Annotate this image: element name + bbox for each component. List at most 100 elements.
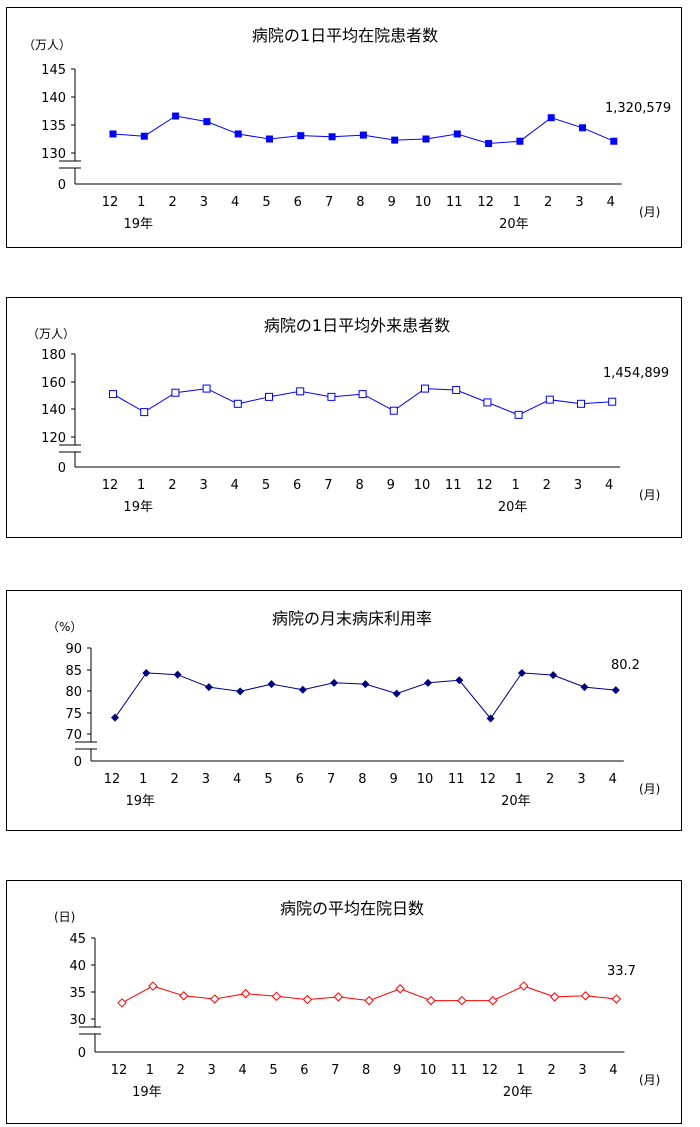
data-point	[171, 388, 180, 397]
x-tick-label: 5	[262, 195, 270, 210]
x-tick-label: 2	[546, 772, 554, 787]
data-point	[392, 689, 401, 698]
data-point	[485, 139, 493, 147]
data-point	[236, 687, 245, 696]
data-point	[488, 995, 498, 1006]
x-tick-label: 11	[448, 772, 465, 787]
x-tick-label: 8	[362, 1063, 370, 1078]
x-tick-label: 9	[387, 478, 395, 493]
data-point	[179, 991, 189, 1001]
data-point	[328, 133, 336, 141]
x-tick-label: 2	[168, 478, 176, 493]
x-tick-label: 4	[605, 478, 613, 493]
x-tick-label: 11	[446, 195, 463, 210]
data-point	[545, 395, 554, 404]
x-tick-label: 10	[420, 1063, 437, 1078]
x-tick-label: 3	[575, 195, 583, 210]
y-tick-label: 75	[65, 707, 82, 722]
x-tick-label: 4	[609, 772, 617, 787]
y-tick-label: 140	[41, 91, 66, 106]
x-tick-label: 10	[414, 478, 431, 493]
data-point	[142, 668, 151, 677]
x-tick-label: 4	[233, 772, 241, 787]
chart-panel-avg-stay: 病院の平均在院日数 (日) 45 40 35 30 0 12 1 2 3 4 5 6 7 8 9 10 11 12 1 2…	[6, 880, 682, 1124]
x-tick-label: 3	[578, 1063, 586, 1078]
data-point	[358, 390, 367, 399]
data-point	[140, 408, 149, 417]
data-point	[109, 130, 117, 138]
x-tick-label: 1	[515, 772, 523, 787]
data-point	[302, 994, 313, 1005]
data-point	[267, 680, 276, 689]
x-unit-label: (月)	[639, 782, 660, 796]
x-tick-label: 12	[111, 1063, 128, 1078]
y-tick-label: 145	[41, 63, 66, 78]
data-point	[233, 399, 242, 408]
x-tick-label: 4	[238, 1063, 246, 1078]
chart-title: 病院の月末病床利用率	[272, 609, 432, 628]
data-point	[109, 390, 117, 399]
x-tick-label: 10	[415, 195, 432, 210]
data-point	[266, 135, 273, 143]
y-tick-label: 85	[65, 664, 82, 679]
data-point	[426, 995, 436, 1006]
x-tick-label: 3	[208, 1063, 216, 1078]
data-point	[457, 995, 467, 1006]
y-tick-label: 180	[41, 348, 66, 363]
x-tick-label: 3	[200, 195, 208, 210]
x-tick-label: 12	[104, 772, 121, 787]
chart-panel-inpatients: 病院の1日平均在院患者数 （万人） 145 140 135 130 0 12 1 2 3 4 5 6 7 8 9…	[6, 7, 682, 248]
x-tick-label: 3	[199, 478, 207, 493]
x-tick-label: 4	[231, 478, 239, 493]
x-tick-label: 7	[327, 772, 335, 787]
data-point	[422, 135, 430, 143]
y-tick-label: 130	[41, 147, 66, 162]
data-point	[203, 118, 211, 126]
data-point	[453, 130, 461, 138]
x-tick-label: 12	[476, 478, 493, 493]
x-tick-label: 1	[517, 1063, 525, 1078]
x-tick-label: 1	[511, 478, 519, 493]
x-unit-label: (月)	[639, 488, 660, 502]
last-value-label: 1,454,899	[603, 366, 669, 381]
y-tick-label: 40	[69, 959, 86, 974]
x-tick-label: 9	[388, 195, 396, 210]
data-point	[327, 392, 336, 401]
x-tick-label: 6	[300, 1063, 308, 1078]
data-point	[549, 992, 560, 1002]
y-tick-label-zero: 0	[58, 461, 66, 476]
data-point	[580, 991, 591, 1001]
y-tick-label: 70	[65, 728, 82, 743]
data-point	[389, 406, 398, 415]
data-point	[359, 131, 367, 139]
year-label: 19年	[132, 1085, 162, 1100]
data-point	[148, 981, 158, 991]
x-tick-label: 2	[544, 195, 552, 210]
data-point	[611, 686, 620, 695]
data-point	[117, 998, 127, 1008]
year-label: 19年	[124, 217, 154, 232]
data-point	[516, 137, 524, 145]
data-point	[240, 988, 251, 999]
x-tick-label: 1	[137, 478, 145, 493]
data-point	[395, 984, 405, 994]
data-point	[424, 678, 432, 687]
x-tick-label: 4	[609, 1063, 617, 1078]
x-tick-label: 9	[390, 772, 398, 787]
y-tick-label: 30	[69, 1013, 86, 1028]
x-tick-label: 2	[177, 1063, 185, 1078]
x-tick-label: 2	[170, 772, 178, 787]
data-point	[610, 137, 618, 145]
x-tick-label: 7	[324, 478, 332, 493]
x-tick-label: 12	[482, 1063, 499, 1078]
x-tick-label: 2	[543, 478, 551, 493]
x-tick-label: 12	[102, 195, 119, 210]
y-unit-label: （万人）	[27, 327, 75, 341]
chart-panel-bed-utilization: 病院の月末病床利用率 （%） 90 85 80 75 70 0 12 1 2 3 4 5 6 7 8 9 10 11 1…	[6, 590, 682, 831]
data-point	[580, 683, 589, 692]
x-tick-label: 8	[358, 772, 366, 787]
data-point	[577, 399, 585, 408]
data-point	[204, 683, 213, 692]
